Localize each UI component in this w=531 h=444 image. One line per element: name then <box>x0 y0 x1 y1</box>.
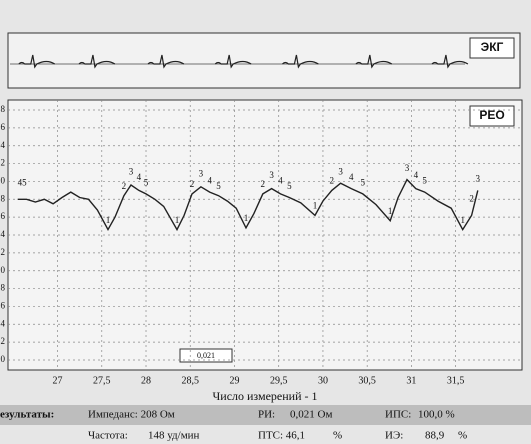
pts: ПТС: 46,1 <box>258 430 305 442</box>
y-tick-label: 4 <box>1 140 6 150</box>
annotation: 5 <box>422 175 427 185</box>
ri-value: 0,021 Ом <box>290 409 332 421</box>
annotation: 2 <box>469 193 474 203</box>
ecg-beat <box>214 54 252 69</box>
y-tick-label: 2 <box>1 336 6 346</box>
annotation: 4 <box>137 172 142 182</box>
annotation: 5 <box>216 181 221 191</box>
annotation: 4 <box>414 170 419 180</box>
annotation: 5 <box>287 181 292 191</box>
ecg-beat <box>281 54 319 69</box>
ecg-beat <box>18 54 56 69</box>
x-tick-label: 29 <box>229 375 239 386</box>
annotation: 1 <box>106 215 111 225</box>
x-axis-title: Число измерений - 1 <box>212 389 317 403</box>
annotation: 3 <box>338 167 343 177</box>
annotation: 1 <box>175 215 180 225</box>
ie-label: ИЭ: <box>385 430 403 442</box>
annotation: 4 <box>207 175 212 185</box>
reo-label: РЕО <box>479 108 504 122</box>
results-title: езультаты: <box>0 409 54 421</box>
annotation: 4 <box>278 175 283 185</box>
annotation: 2 <box>261 179 266 189</box>
ecg-beat <box>431 54 469 69</box>
annotation: 2 <box>122 181 127 191</box>
ecg-beat <box>147 54 185 69</box>
cursor-label: 0,021 <box>197 351 215 360</box>
annotation: 1 <box>388 206 393 216</box>
annotation: 2 <box>330 175 335 185</box>
annotation: 45 <box>18 177 28 187</box>
x-tick-label: 30 <box>318 375 328 386</box>
annotation: 3 <box>199 168 204 178</box>
pts-unit: % <box>333 430 342 442</box>
ie-unit: % <box>458 430 467 442</box>
x-tick-label: 27,5 <box>93 375 111 386</box>
ecg-beat <box>355 54 393 69</box>
y-tick-label: 0 <box>1 175 6 185</box>
y-tick-label: 8 <box>1 283 6 293</box>
ie-value: 88,9 <box>425 430 445 442</box>
annotation: 3 <box>405 163 410 173</box>
y-tick-label: 4 <box>1 318 6 328</box>
impedance: Импеданс: 208 Ом <box>88 409 175 421</box>
annotation: 2 <box>190 179 195 189</box>
ecg-label-box <box>469 37 515 59</box>
y-tick-label: 0 <box>1 265 6 275</box>
y-tick-label: 6 <box>1 211 6 221</box>
ecg-panel <box>7 32 521 89</box>
y-tick-label: 8 <box>1 104 6 114</box>
ri-label: РИ: <box>258 409 275 421</box>
annotation: 3 <box>129 167 134 177</box>
y-tick-label: 2 <box>1 247 6 257</box>
x-tick-label: 31 <box>406 375 416 386</box>
freq-value: 148 уд/мин <box>148 430 200 442</box>
y-tick-label: 4 <box>1 229 6 239</box>
y-tick-label: 8 <box>1 193 6 203</box>
annotation: 4 <box>349 172 354 182</box>
annotation: 1 <box>313 200 318 210</box>
cursor-box <box>179 348 233 363</box>
y-tick-label: 6 <box>1 122 6 132</box>
ecg-beat <box>78 54 116 69</box>
reo-line <box>17 178 479 232</box>
annotation: 1 <box>244 213 249 223</box>
x-tick-label: 29,5 <box>270 375 288 386</box>
annotation: 5 <box>144 177 149 187</box>
annotation: 3 <box>476 174 481 184</box>
x-tick-label: 28,5 <box>181 375 199 386</box>
y-tick-label: 6 <box>1 300 6 310</box>
x-tick-label: 30,5 <box>358 375 376 386</box>
x-tick-label: 27 <box>53 375 63 386</box>
x-tick-label: 28 <box>141 375 151 386</box>
y-tick-label: 2 <box>1 158 6 168</box>
x-tick-label: 31,5 <box>447 375 465 386</box>
ecg-label: ЭКГ <box>481 40 504 54</box>
annotation: 3 <box>269 170 274 180</box>
freq-label: Частота: <box>88 430 128 442</box>
y-tick-label: 0 <box>1 354 6 364</box>
annotation: 1 <box>460 215 465 225</box>
ips-value: 100,0 % <box>418 409 455 421</box>
annotation: 5 <box>361 177 366 187</box>
reo-label-box <box>469 105 515 127</box>
ips-label: ИПС: <box>385 409 411 421</box>
results-bar <box>0 405 531 425</box>
